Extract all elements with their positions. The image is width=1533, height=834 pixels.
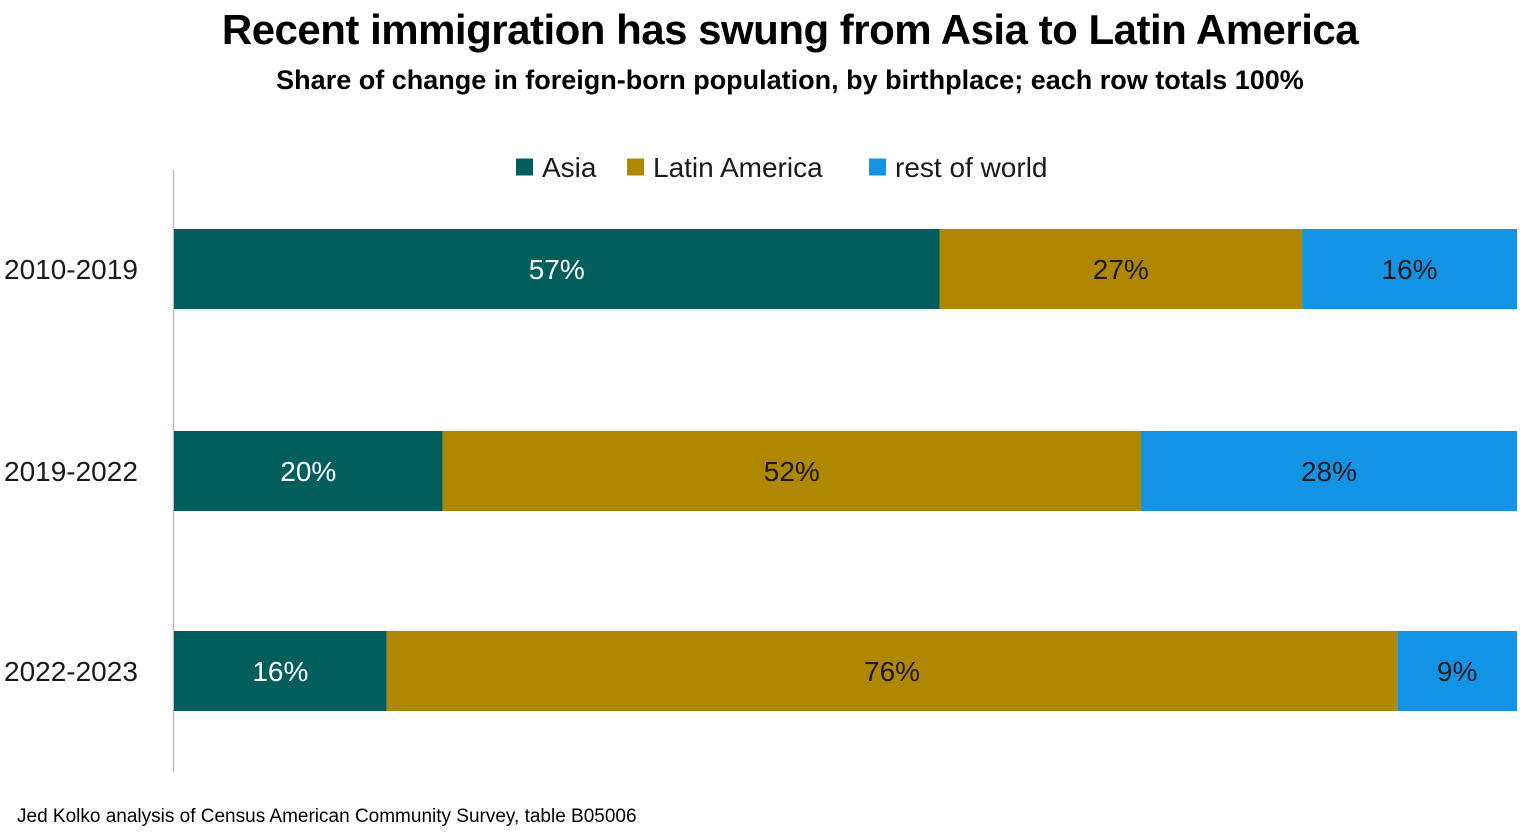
bar-segment xyxy=(386,631,1398,711)
chart-title: Recent immigration has swung from Asia t… xyxy=(221,6,1359,53)
data-label: 76% xyxy=(864,656,920,687)
legend-label: Latin America xyxy=(653,152,823,183)
legend-swatch xyxy=(869,158,886,176)
data-label: 27% xyxy=(1093,254,1149,285)
bar-segment xyxy=(1397,631,1517,711)
bar-segment xyxy=(174,631,387,711)
data-label: 28% xyxy=(1301,456,1357,487)
data-label: 57% xyxy=(529,254,585,285)
data-label: 16% xyxy=(1382,254,1438,285)
legend-swatch xyxy=(627,158,644,176)
category-label: 2010-2019 xyxy=(4,254,138,285)
chart-subtitle: Share of change in foreign-born populati… xyxy=(276,65,1304,95)
data-label: 16% xyxy=(252,656,308,687)
bar-segment xyxy=(1140,431,1517,511)
category-label: 2019-2022 xyxy=(4,456,138,487)
legend-swatch xyxy=(516,158,533,176)
bar-segment xyxy=(939,229,1303,309)
data-label: 9% xyxy=(1437,656,1477,687)
data-label: 52% xyxy=(764,456,820,487)
bar-segment xyxy=(174,229,940,309)
bar-segment xyxy=(174,431,443,511)
bar-segment xyxy=(442,431,1141,511)
source-note: Jed Kolko analysis of Census American Co… xyxy=(17,806,637,827)
chart-legend: Asia Latin America rest of world xyxy=(516,152,1048,183)
category-label: 2022-2023 xyxy=(4,656,138,687)
data-label: 20% xyxy=(280,456,336,487)
chart-bars: 2010-2019 57% 27% 16% 2019-2022 20% 52% 28% 2022… xyxy=(4,229,1517,711)
legend-label: Asia xyxy=(542,152,597,183)
bar-segment xyxy=(1302,229,1517,309)
legend-label: rest of world xyxy=(895,152,1048,183)
